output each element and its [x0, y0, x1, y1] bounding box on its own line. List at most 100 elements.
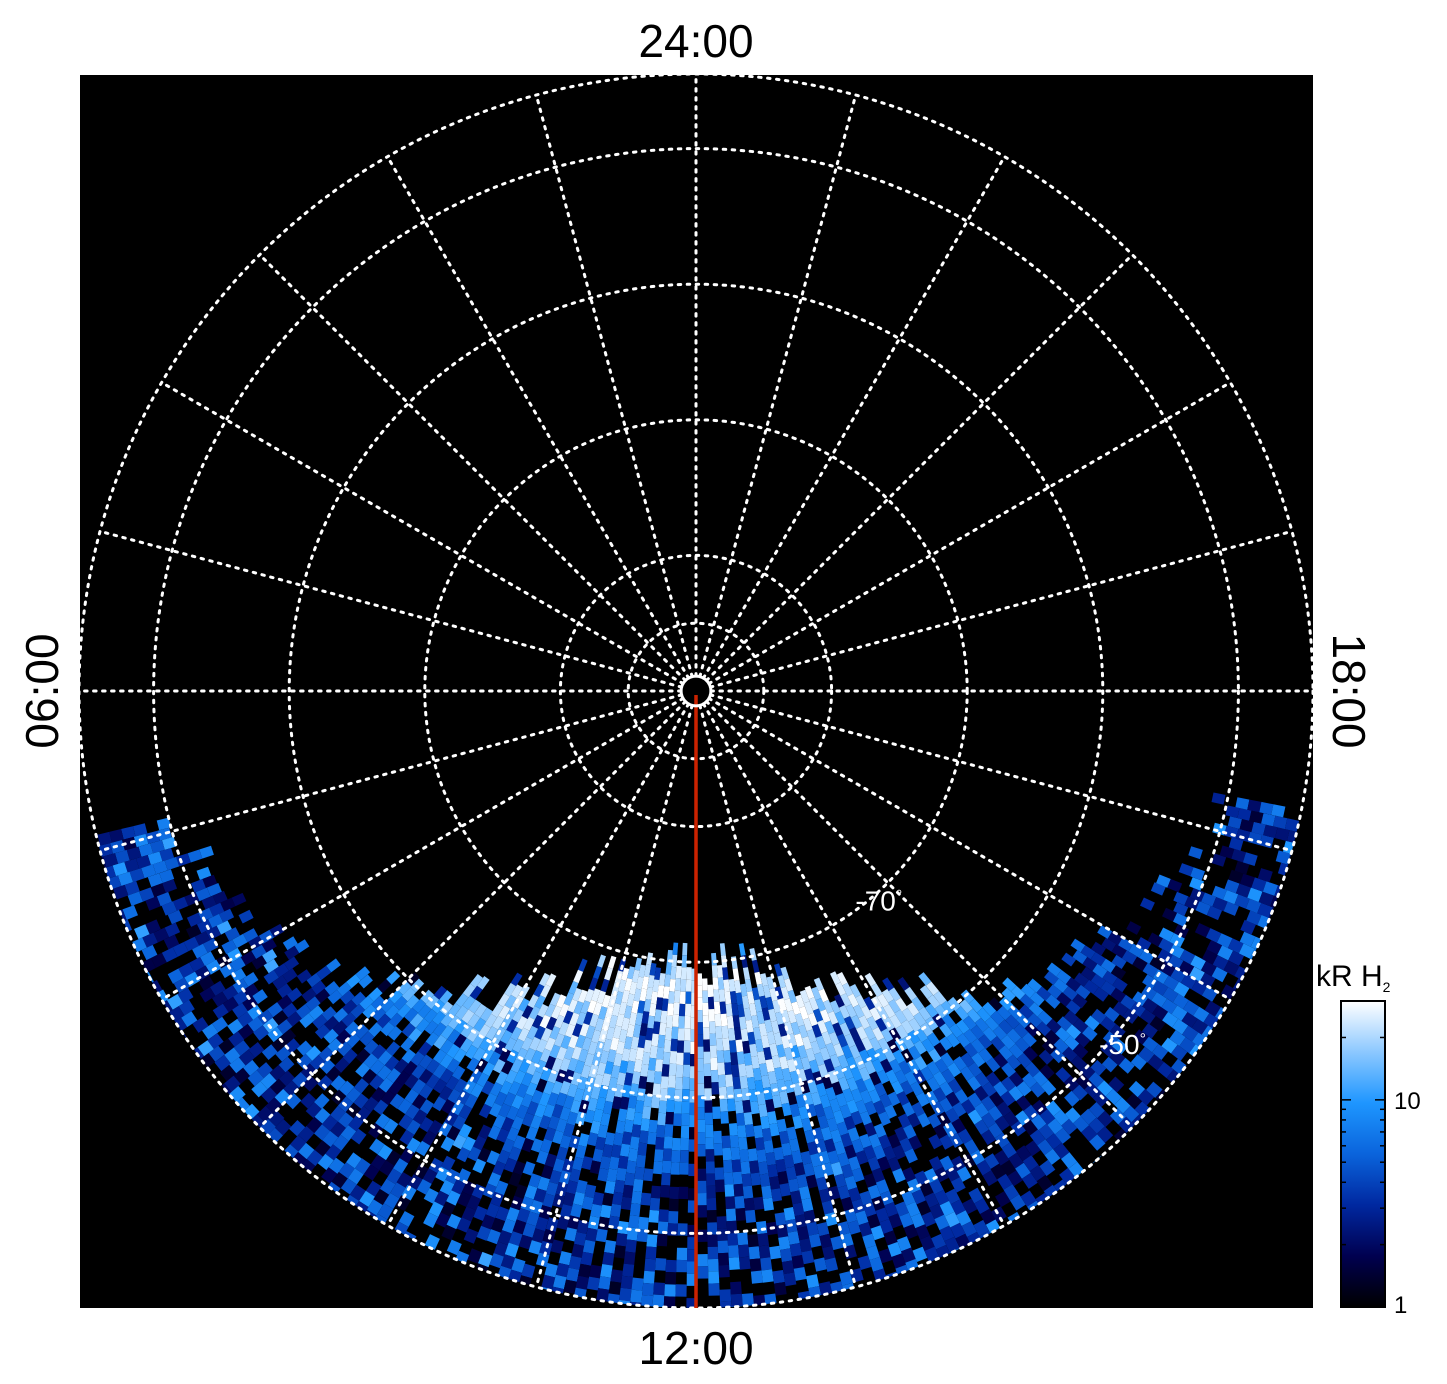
emission-cell	[769, 1245, 782, 1260]
emission-cell	[487, 1172, 502, 1187]
emission-cell	[301, 987, 317, 1003]
emission-cell	[1162, 987, 1179, 1003]
emission-cell	[780, 986, 790, 1001]
emission-cell	[1090, 973, 1106, 989]
emission-cell	[363, 1039, 379, 1055]
emission-cell	[982, 1081, 997, 1097]
emission-cell	[859, 1133, 872, 1149]
emission-cell	[446, 1043, 460, 1059]
emission-cell	[535, 1059, 547, 1074]
emission-cell	[604, 1180, 616, 1195]
emission-cell	[518, 998, 530, 1012]
emission-cell	[419, 1084, 434, 1100]
emission-cell	[681, 1101, 690, 1114]
emission-cell	[950, 1199, 966, 1216]
emission-cell	[109, 829, 124, 843]
emission-cell	[1261, 813, 1276, 827]
emission-cell	[725, 1208, 737, 1222]
emission-cell	[682, 1089, 690, 1102]
emission-cell	[575, 1275, 589, 1290]
emission-cell	[818, 1188, 831, 1203]
emission-cell	[592, 1191, 605, 1206]
emission-cell	[355, 1062, 371, 1078]
emission-cell	[981, 1112, 996, 1128]
emission-cell	[684, 1003, 692, 1017]
emission-cell	[481, 1080, 495, 1096]
emission-cell	[759, 1063, 769, 1077]
emission-cell	[1000, 1034, 1016, 1050]
emission-cell	[702, 1015, 710, 1028]
emission-cell	[386, 1150, 402, 1166]
emission-cell	[145, 830, 161, 844]
emission-cell	[232, 933, 248, 949]
emission-cell	[897, 1113, 912, 1129]
emission-cell	[760, 973, 769, 987]
emission-cell	[1201, 961, 1217, 977]
emission-cell	[311, 980, 327, 995]
emission-cell	[654, 1009, 662, 1023]
emission-cell	[947, 996, 961, 1012]
emission-cell	[850, 1110, 863, 1126]
emission-cell	[730, 1147, 741, 1161]
emission-cell	[332, 1134, 349, 1151]
emission-cell	[1015, 1145, 1032, 1162]
emission-cell	[482, 1061, 496, 1077]
emission-cell	[563, 1123, 575, 1138]
emission-cell	[1091, 941, 1106, 956]
emission-cell	[447, 1015, 462, 1030]
emission-cell	[894, 1201, 909, 1217]
emission-cell	[359, 1190, 375, 1207]
emission-cell	[547, 1092, 559, 1107]
emission-cell	[1234, 894, 1250, 909]
emission-cell	[605, 1088, 616, 1103]
emission-cell	[786, 1126, 798, 1141]
emission-cell	[419, 1099, 434, 1115]
emission-cell	[361, 1068, 377, 1085]
emission-cell	[579, 1023, 590, 1037]
meridian-line	[707, 696, 1232, 1001]
emission-cell	[412, 998, 427, 1013]
emission-cell	[456, 1147, 471, 1163]
emission-cell	[940, 1000, 955, 1015]
emission-cell	[911, 1101, 925, 1117]
emission-cell	[367, 1123, 384, 1139]
emission-cell	[734, 1100, 744, 1114]
emission-cell	[597, 1168, 609, 1182]
emission-cell	[787, 1091, 798, 1106]
emission-cell	[284, 945, 300, 960]
emission-cell	[558, 1251, 572, 1266]
emission-cell	[939, 1134, 954, 1150]
emission-cell	[675, 1309, 687, 1321]
emission-cell	[153, 927, 169, 943]
emission-cell	[1020, 983, 1036, 999]
emission-cell	[718, 989, 726, 1002]
emission-cell	[503, 1092, 516, 1107]
emission-cell	[669, 1186, 680, 1200]
emission-cell	[393, 1158, 409, 1174]
emission-cell	[895, 997, 908, 1012]
emission-cell	[668, 1211, 679, 1224]
emission-cell	[798, 1024, 809, 1039]
emission-cell	[333, 1007, 349, 1023]
emission-cell	[536, 1038, 548, 1053]
emission-cell	[346, 1152, 362, 1169]
emission-cell	[477, 1147, 492, 1163]
emission-cell	[696, 973, 703, 986]
emission-cell	[166, 994, 184, 1010]
emission-cell	[744, 1197, 755, 1211]
emission-cell	[899, 1212, 914, 1228]
emission-cell	[961, 1221, 977, 1237]
emission-cell	[807, 1141, 819, 1156]
emission-cell	[406, 1137, 421, 1153]
emission-cell	[409, 1013, 424, 1028]
emission-cell	[874, 1082, 887, 1097]
emission-cell	[511, 1094, 524, 1110]
emission-cell	[878, 1111, 891, 1126]
emission-cell	[404, 1088, 420, 1104]
emission-cell	[230, 957, 246, 972]
emission-cell	[837, 1221, 851, 1236]
emission-cell	[1024, 1022, 1040, 1038]
local-time-label-right: 18:00	[1323, 633, 1375, 748]
emission-cell	[638, 1216, 649, 1230]
emission-cell	[1061, 952, 1077, 967]
